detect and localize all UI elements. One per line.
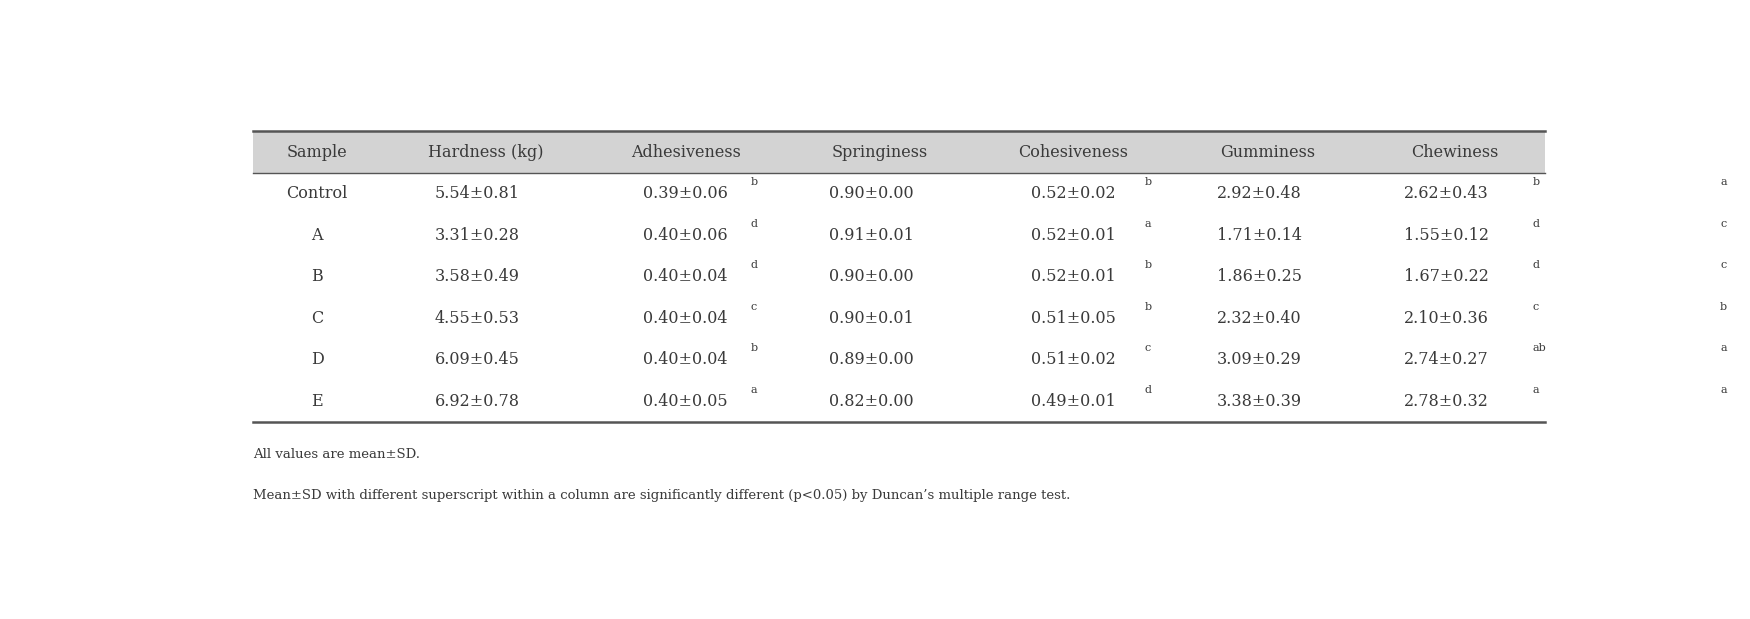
Text: 2.74±0.27: 2.74±0.27 — [1404, 352, 1489, 368]
Text: Mean±SD with different superscript within a column are significantly different (: Mean±SD with different superscript withi… — [252, 489, 1069, 502]
Text: a: a — [751, 385, 758, 395]
Text: c: c — [1720, 219, 1726, 228]
Text: 3.58±0.49: 3.58±0.49 — [434, 269, 520, 285]
Text: 1.86±0.25: 1.86±0.25 — [1216, 269, 1302, 285]
Text: 0.49±0.01: 0.49±0.01 — [1031, 393, 1116, 410]
Bar — [252, 131, 1545, 173]
Text: 2.62±0.43: 2.62±0.43 — [1404, 185, 1489, 202]
Text: 1.67±0.22: 1.67±0.22 — [1404, 269, 1489, 285]
Text: b: b — [1144, 177, 1152, 187]
Text: 0.52±0.02: 0.52±0.02 — [1031, 185, 1116, 202]
Text: 3.31±0.28: 3.31±0.28 — [434, 227, 520, 244]
Text: 2.78±0.32: 2.78±0.32 — [1404, 393, 1489, 410]
Text: 0.52±0.01: 0.52±0.01 — [1031, 269, 1116, 285]
Text: a: a — [1144, 219, 1152, 228]
Text: b: b — [1144, 301, 1152, 312]
Text: 6.92±0.78: 6.92±0.78 — [434, 393, 520, 410]
Text: b: b — [1720, 301, 1727, 312]
Text: All values are mean±SD.: All values are mean±SD. — [252, 448, 420, 461]
Text: Springiness: Springiness — [831, 144, 928, 161]
Text: 3.09±0.29: 3.09±0.29 — [1216, 352, 1302, 368]
Text: 0.40±0.04: 0.40±0.04 — [644, 269, 728, 285]
Text: 0.52±0.01: 0.52±0.01 — [1031, 227, 1116, 244]
Text: Gumminess: Gumminess — [1220, 144, 1314, 161]
Text: C: C — [312, 310, 324, 327]
Text: a: a — [1533, 385, 1540, 395]
Text: 0.40±0.05: 0.40±0.05 — [644, 393, 728, 410]
Text: 0.40±0.04: 0.40±0.04 — [644, 352, 728, 368]
Text: c: c — [1720, 260, 1726, 271]
Text: ab: ab — [1533, 344, 1547, 353]
Text: 5.54±0.81: 5.54±0.81 — [434, 185, 520, 202]
Text: E: E — [312, 393, 324, 410]
Text: d: d — [1533, 260, 1540, 271]
Text: B: B — [312, 269, 324, 285]
Text: b: b — [1533, 177, 1540, 187]
Text: 3.38±0.39: 3.38±0.39 — [1216, 393, 1302, 410]
Text: Hardness (kg): Hardness (kg) — [427, 144, 542, 161]
Text: Chewiness: Chewiness — [1410, 144, 1498, 161]
Text: c: c — [751, 301, 758, 312]
Text: a: a — [1720, 177, 1727, 187]
Text: 0.51±0.05: 0.51±0.05 — [1031, 310, 1116, 327]
Text: b: b — [751, 177, 758, 187]
Text: 1.55±0.12: 1.55±0.12 — [1404, 227, 1489, 244]
Text: a: a — [1720, 385, 1727, 395]
Text: d: d — [1533, 219, 1540, 228]
Text: 6.09±0.45: 6.09±0.45 — [434, 352, 520, 368]
Text: Sample: Sample — [287, 144, 348, 161]
Text: b: b — [751, 344, 758, 353]
Text: d: d — [1144, 385, 1152, 395]
Text: c: c — [1144, 344, 1152, 353]
Text: Control: Control — [287, 185, 348, 202]
Text: 2.10±0.36: 2.10±0.36 — [1404, 310, 1489, 327]
Text: 0.90±0.00: 0.90±0.00 — [830, 185, 914, 202]
Text: 1.71±0.14: 1.71±0.14 — [1216, 227, 1302, 244]
Text: 0.51±0.02: 0.51±0.02 — [1031, 352, 1116, 368]
Text: b: b — [1144, 260, 1152, 271]
Text: 0.40±0.04: 0.40±0.04 — [644, 310, 728, 327]
Text: 4.55±0.53: 4.55±0.53 — [434, 310, 520, 327]
Text: 0.90±0.01: 0.90±0.01 — [830, 310, 914, 327]
Text: 2.92±0.48: 2.92±0.48 — [1216, 185, 1302, 202]
Text: 0.91±0.01: 0.91±0.01 — [830, 227, 914, 244]
Text: Adhesiveness: Adhesiveness — [630, 144, 740, 161]
Text: A: A — [312, 227, 324, 244]
Text: a: a — [1720, 344, 1727, 353]
Text: 0.39±0.06: 0.39±0.06 — [644, 185, 728, 202]
Text: d: d — [751, 260, 758, 271]
Text: 2.32±0.40: 2.32±0.40 — [1216, 310, 1302, 327]
Text: c: c — [1533, 301, 1538, 312]
Text: Cohesiveness: Cohesiveness — [1018, 144, 1129, 161]
Text: 0.40±0.06: 0.40±0.06 — [644, 227, 728, 244]
Text: 0.89±0.00: 0.89±0.00 — [830, 352, 914, 368]
Text: D: D — [312, 352, 324, 368]
Text: 0.82±0.00: 0.82±0.00 — [830, 393, 914, 410]
Text: d: d — [751, 219, 758, 228]
Text: 0.90±0.00: 0.90±0.00 — [830, 269, 914, 285]
